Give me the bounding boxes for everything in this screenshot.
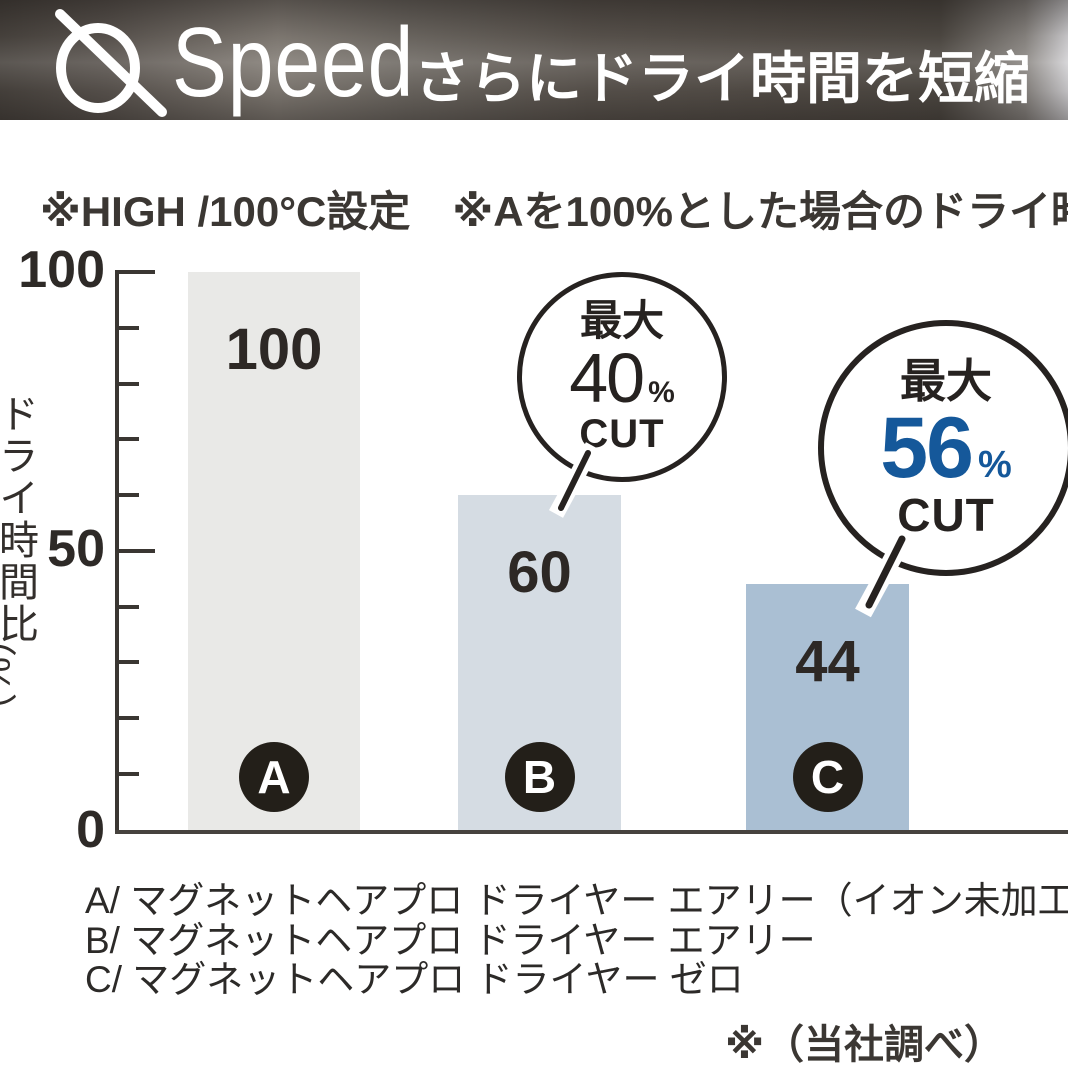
source-footnote: ※（当社調べ） (725, 1023, 1004, 1067)
legend-item-a: A/ マグネットヘアプロ ドライヤー エアリー（イオン未加工） (85, 880, 1068, 921)
callout-circle-56cut: 最大 56 % CUT (818, 320, 1068, 576)
header-title: さらにドライ時間を短縮 (414, 47, 1030, 110)
zero-slash-logo-icon (55, 9, 167, 117)
y-tick-90 (119, 326, 139, 330)
y-axis-label-unit: （%） (0, 617, 17, 733)
y-tick-100 (119, 270, 155, 274)
legend-item-b: B/ マグネットヘアプロ ドライヤー エアリー (85, 919, 816, 961)
bar-a-badge: A (239, 742, 309, 812)
legend: A/ マグネットヘアプロ ドライヤー エアリー（イオン未加工） B/ マグネット… (85, 881, 1068, 1000)
callout-b-value: 40 (569, 339, 645, 418)
bar-c: 44 C (746, 584, 909, 830)
callout-c-unit: % (977, 444, 1012, 486)
callout-b-unit: % (648, 376, 675, 410)
callout-circle-40cut: 最大 40 % CUT (517, 272, 727, 482)
y-tick-60 (119, 493, 139, 497)
bar-c-badge: C (792, 742, 863, 812)
y-tick-40 (119, 605, 139, 609)
bar-b: 60 B (458, 495, 621, 830)
callout-b-prefix: 最大 (579, 296, 664, 344)
bar-a-value: 100 (225, 317, 323, 382)
header-banner: Speed さらにドライ時間を短縮 (0, 0, 1068, 120)
y-tick-20 (119, 716, 139, 720)
x-axis-baseline (115, 830, 1068, 834)
callout-c-value-row: 56 % (880, 405, 1011, 491)
callout-c-value: 56 (880, 400, 974, 496)
bar-a: 100 A (188, 272, 360, 830)
brand-text: Speed (172, 7, 415, 117)
bar-b-badge: B (504, 742, 575, 812)
condition-note: ※HIGH /100°C設定 ※Aを100%とした場合のドライ時間比較 (40, 188, 1068, 235)
y-tick-80 (119, 382, 139, 386)
bar-b-value: 60 (507, 540, 572, 606)
y-tick-10 (119, 772, 139, 776)
y-tick-70 (119, 437, 139, 441)
callout-b-action: CUT (579, 412, 665, 457)
y-tick-50 (119, 549, 155, 553)
callout-c-prefix: 最大 (900, 354, 992, 407)
callout-c-action: CUT (897, 489, 995, 541)
y-tick-label-50: 50 (47, 520, 105, 578)
bar-c-value: 44 (795, 629, 860, 695)
callout-b-value-row: 40 % (569, 343, 675, 413)
y-axis-line (115, 270, 119, 834)
legend-item-c: C/ マグネットヘアプロ ドライヤー ゼロ (85, 959, 744, 1000)
y-axis-label: ドライ時間比 (0, 393, 37, 645)
y-tick-30 (119, 660, 139, 664)
y-tick-label-0: 0 (76, 801, 105, 859)
y-tick-label-100: 100 (18, 241, 105, 299)
